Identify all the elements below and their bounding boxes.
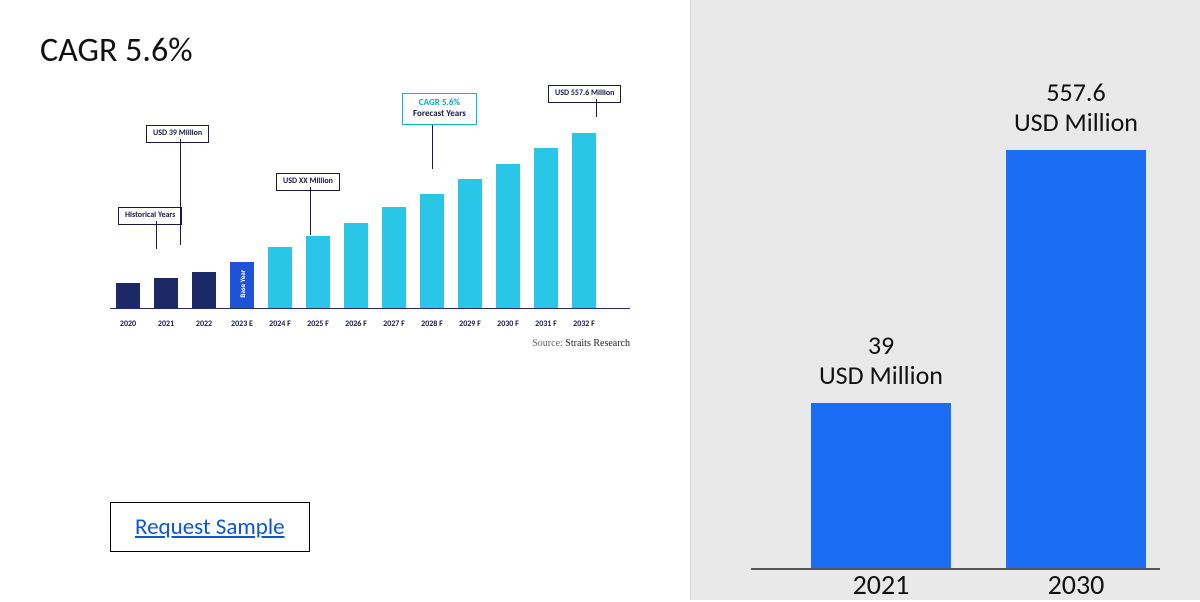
mini-x-label: 2021 (149, 319, 183, 329)
mini-bar (116, 283, 140, 308)
callout-line (156, 221, 157, 249)
mini-x-label: 2029 F (453, 319, 487, 329)
usd-right-callout: USD 557.6 Million (548, 85, 621, 103)
mini-bar (534, 148, 558, 308)
mini-x-label: 2031 F (529, 319, 563, 329)
comparison-bar-chart: 39USD Million557.6USD Million (751, 20, 1160, 570)
mini-x-label: 2022 (187, 319, 221, 329)
mini-x-label: 2023 E (225, 319, 259, 329)
mini-bar (306, 236, 330, 308)
callout-line (432, 125, 433, 169)
request-sample-label: Request Sample (135, 513, 285, 541)
mini-bar (154, 278, 178, 308)
base-year-label: Base Year (238, 264, 247, 304)
request-sample-button[interactable]: Request Sample (110, 502, 310, 552)
mini-x-label: 2025 F (301, 319, 335, 329)
mini-x-label: 2026 F (339, 319, 373, 329)
usd-left-callout: USD 39 Million (146, 125, 209, 143)
historical-years-callout: Historical Years (118, 207, 182, 225)
mini-bar (572, 133, 596, 308)
mini-x-label: 2032 F (567, 319, 601, 329)
cagr-callout-line2: Forecast Years (413, 109, 466, 120)
mini-bar (344, 223, 368, 309)
comparison-x-label: 2021 (781, 567, 981, 602)
source-label: Source: (532, 338, 563, 349)
right-panel: 39USD Million557.6USD Million 20212030 (690, 0, 1200, 600)
left-panel: CAGR 5.6% Base Year Historical Years USD… (0, 0, 690, 600)
callout-line (310, 187, 311, 235)
chart-source: Source: Straits Research (532, 338, 630, 349)
mini-bar (268, 247, 292, 308)
cagr-title: CAGR 5.6% (40, 30, 660, 71)
comparison-bar-value: 557.6USD Million (976, 78, 1176, 138)
source-value: Straits Research (565, 338, 630, 349)
mini-forecast-chart: Base Year Historical Years USD 39 Millio… (110, 89, 630, 349)
mini-bar (458, 179, 482, 308)
comparison-x-label: 2030 (976, 567, 1176, 602)
mini-bar (420, 194, 444, 308)
mini-chart-plot: Base Year (110, 119, 630, 309)
mini-bar (496, 164, 520, 308)
mini-bar (382, 207, 406, 308)
mini-bar (192, 272, 216, 308)
comparison-bar (811, 403, 951, 568)
usd-mid-callout: USD XX Million (276, 173, 340, 191)
mini-x-label: 2028 F (415, 319, 449, 329)
comparison-bar-value: 39USD Million (781, 331, 981, 391)
cagr-forecast-callout: CAGR 5.6% Forecast Years (402, 93, 477, 125)
mini-x-label: 2030 F (491, 319, 525, 329)
mini-x-label: 2020 (111, 319, 145, 329)
mini-x-label: 2024 F (263, 319, 297, 329)
mini-x-label: 2027 F (377, 319, 411, 329)
comparison-bar (1006, 150, 1146, 568)
callout-line (596, 99, 597, 117)
callout-line (180, 139, 181, 245)
